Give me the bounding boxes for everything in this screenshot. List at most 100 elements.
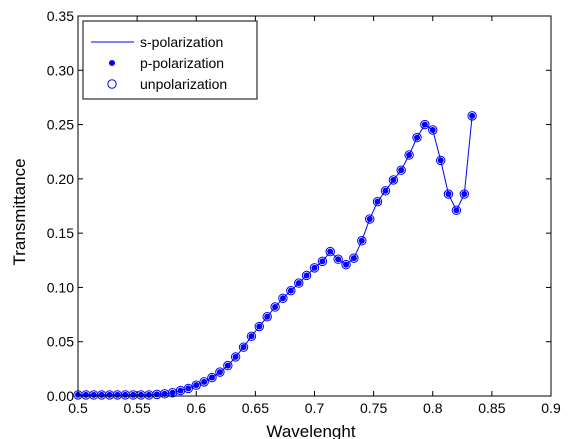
x-tick-label: 0.75 — [360, 400, 387, 416]
data-point-dot — [461, 191, 468, 198]
data-point-circle — [404, 150, 414, 160]
data-point-dot — [390, 176, 397, 183]
y-tick-label: 0.05 — [47, 334, 74, 350]
legend-label-s-polarization: s-polarization — [140, 34, 223, 50]
data-point-circle — [152, 389, 162, 400]
data-point-circle — [333, 254, 343, 264]
data-point-dot — [106, 391, 113, 398]
data-point-circle — [428, 125, 438, 135]
data-point-dot — [122, 391, 129, 398]
data-point-dot — [90, 391, 97, 398]
data-point-dot — [303, 272, 310, 279]
data-point-dot — [445, 191, 452, 198]
data-point-circle — [388, 175, 399, 185]
data-point-dot — [193, 382, 200, 389]
data-point-dot — [145, 391, 152, 398]
data-point-circle — [238, 342, 249, 352]
data-point-dot — [161, 390, 168, 397]
data-point-dot — [279, 295, 286, 302]
data-point-circle — [104, 390, 115, 400]
data-point-circle — [317, 256, 328, 267]
data-point-dot — [327, 248, 334, 255]
data-point-circle — [309, 263, 320, 273]
data-point-circle — [301, 270, 312, 281]
data-point-circle — [380, 186, 391, 196]
series-p-polarization — [75, 112, 476, 398]
data-point-circle — [278, 293, 288, 303]
data-point-dot — [429, 127, 436, 133]
x-axis-label: Wavelenght — [266, 422, 355, 439]
data-point-dot — [240, 344, 247, 351]
y-axis-label: Transmittance — [10, 158, 29, 265]
data-point-dot — [374, 198, 381, 205]
plot-area — [73, 111, 477, 400]
data-point-dot — [130, 391, 137, 398]
data-point-circle — [294, 278, 304, 288]
data-point-dot — [358, 237, 365, 244]
y-tick-label: 0.30 — [47, 62, 74, 78]
x-tick-label: 0.85 — [478, 400, 505, 416]
data-point-dot — [453, 207, 460, 214]
data-point-dot — [248, 333, 255, 340]
legend-label-p-polarization: p-polarization — [140, 55, 224, 71]
y-tick-label: 0.35 — [47, 8, 74, 24]
x-tick-label: 0.6 — [187, 400, 207, 416]
data-point-dot — [256, 323, 263, 330]
legend-dot-swatch — [109, 60, 115, 66]
data-point-dot — [335, 256, 342, 263]
data-point-dot — [287, 287, 294, 294]
data-point-circle — [199, 377, 209, 387]
y-tick-label: 0.20 — [47, 171, 74, 187]
y-tick-label: 0.15 — [47, 225, 74, 241]
data-point-dot — [311, 264, 318, 271]
data-point-dot — [82, 391, 89, 398]
legend-circle-swatch — [107, 79, 117, 89]
data-point-circle — [467, 111, 477, 121]
data-point-circle — [357, 236, 367, 246]
axes: 0.5 0.55 0.6 0.65 0.7 0.75 0.8 0.85 0.9 0.00 0.05 0… — [47, 8, 561, 416]
data-point-circle — [435, 155, 446, 166]
data-point-circle — [183, 383, 194, 394]
data-point-dot — [366, 216, 373, 223]
data-point-dot — [208, 374, 215, 381]
data-point-circle — [207, 372, 217, 383]
data-point-dot — [414, 134, 421, 141]
data-point-dot — [98, 391, 105, 398]
data-point-dot — [264, 313, 271, 320]
x-tick-label: 0.65 — [242, 400, 269, 416]
data-point-circle — [191, 380, 201, 390]
data-point-dot — [201, 378, 208, 385]
x-tick-label: 0.8 — [423, 400, 443, 416]
data-point-dot — [169, 389, 176, 396]
data-point-circle — [412, 132, 422, 143]
data-point-circle — [325, 246, 335, 257]
data-point-circle — [262, 312, 272, 322]
data-point-circle — [365, 214, 375, 224]
data-point-circle — [459, 189, 470, 199]
data-point-dot — [224, 362, 231, 369]
data-point-circle — [286, 285, 296, 296]
data-point-dot — [177, 387, 184, 394]
data-point-dot — [382, 187, 389, 194]
data-point-dot — [343, 261, 350, 268]
data-point-circle — [254, 321, 264, 332]
y-tick-label: 0.10 — [47, 279, 74, 295]
data-point-circle — [215, 367, 225, 377]
data-point-dot — [185, 385, 192, 392]
y-tick-label: 0.00 — [47, 388, 74, 404]
series-unpolarization — [73, 111, 477, 400]
data-point-dot — [138, 391, 145, 398]
x-tick-label: 0.55 — [124, 400, 151, 416]
data-point-dot — [406, 151, 413, 158]
x-tick-label: 0.5 — [68, 400, 88, 416]
data-point-circle — [223, 360, 233, 371]
data-point-circle — [81, 390, 91, 400]
data-point-circle — [451, 205, 462, 216]
data-point-dot — [469, 112, 476, 119]
data-point-circle — [396, 165, 406, 175]
data-point-dot — [350, 255, 357, 262]
x-tick-label: 0.7 — [305, 400, 325, 416]
data-point-dot — [232, 353, 239, 360]
